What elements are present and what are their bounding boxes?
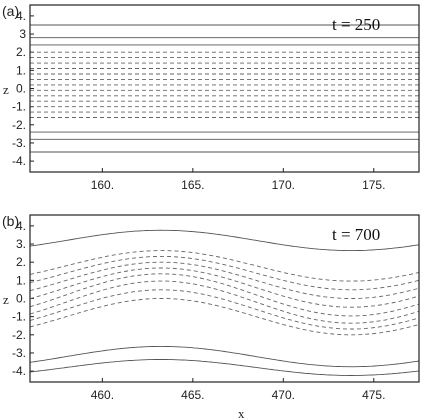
ytick-label: -1. bbox=[12, 310, 26, 324]
ytick-label: 2. bbox=[16, 255, 26, 269]
xtick-label: 460. bbox=[91, 388, 114, 402]
ytick-label: -4. bbox=[12, 154, 26, 168]
contour-dashed bbox=[29, 298, 420, 336]
contour-dashed bbox=[29, 261, 420, 299]
panel-a-time: t = 250 bbox=[332, 15, 380, 34]
xtick-label: 165. bbox=[181, 178, 204, 192]
contour-solid bbox=[29, 229, 420, 252]
panel-b: (b) z x 4.3.2.1.0.-1.-2.-3.-4. 460. 465. 4… bbox=[2, 213, 420, 420]
ytick-label: 3 bbox=[19, 27, 26, 41]
panel-b-ylabel: z bbox=[3, 292, 9, 307]
ytick-label: -3. bbox=[12, 136, 26, 150]
panel-a-xtick-labels: 160. 165. 170. 175. bbox=[91, 168, 385, 192]
ytick-label: 4. bbox=[16, 9, 26, 23]
ytick-label: 3. bbox=[16, 237, 26, 251]
ytick-label: -3. bbox=[12, 346, 26, 360]
xtick-label: 160. bbox=[91, 178, 114, 192]
xtick-label: 465. bbox=[181, 388, 204, 402]
ytick-label: 2. bbox=[16, 45, 26, 59]
ytick-label: 4. bbox=[16, 219, 26, 233]
panel-a-frame bbox=[29, 4, 420, 173]
contour-solid bbox=[29, 345, 420, 368]
panel-b-time: t = 700 bbox=[332, 225, 380, 244]
panel-b-label: (b) bbox=[2, 213, 19, 229]
xtick-label: 470. bbox=[272, 388, 295, 402]
xtick-label: 475. bbox=[362, 388, 385, 402]
panel-b-contours bbox=[29, 229, 420, 376]
contour-dashed bbox=[29, 289, 420, 330]
ytick-label: 1. bbox=[16, 273, 26, 287]
ytick-label: -4. bbox=[12, 364, 26, 378]
ytick-label: -2. bbox=[12, 328, 26, 342]
panel-b-xtick-labels: 460. 465. 470. 475. bbox=[91, 378, 385, 402]
contour-dashed bbox=[29, 250, 420, 282]
ytick-label: 0. bbox=[16, 292, 26, 306]
xtick-label: 175. bbox=[362, 178, 385, 192]
ytick-label: 1. bbox=[16, 63, 26, 77]
panel-a-label: (a) bbox=[2, 3, 19, 19]
panel-b-xlabel: x bbox=[238, 406, 245, 420]
panel-b-ytick-labels: 4. 3. 2. 1. 0. -1. -2. -3. -4. bbox=[12, 219, 34, 378]
contour-dashed bbox=[29, 280, 420, 324]
ytick-label: 0. bbox=[16, 82, 26, 96]
contour-dashed bbox=[29, 273, 420, 317]
xtick-label: 170. bbox=[272, 178, 295, 192]
panel-b-frame bbox=[29, 214, 420, 383]
contour-dashed bbox=[29, 255, 420, 291]
panel-a-contours bbox=[30, 24, 419, 153]
ytick-label: -2. bbox=[12, 118, 26, 132]
panel-a-ylabel: z bbox=[3, 82, 9, 97]
panel-a-ytick-labels: 4. 3 2. 1. 0. -1. -2. -3. -4. bbox=[12, 9, 34, 168]
contour-dashed bbox=[29, 267, 420, 308]
panel-a: (a) z 4. 3 2. 1. 0. -1. -2. -3. -4. 160. 165. 170.… bbox=[2, 3, 420, 192]
contour-solid bbox=[29, 359, 420, 376]
ytick-label: -1. bbox=[12, 100, 26, 114]
